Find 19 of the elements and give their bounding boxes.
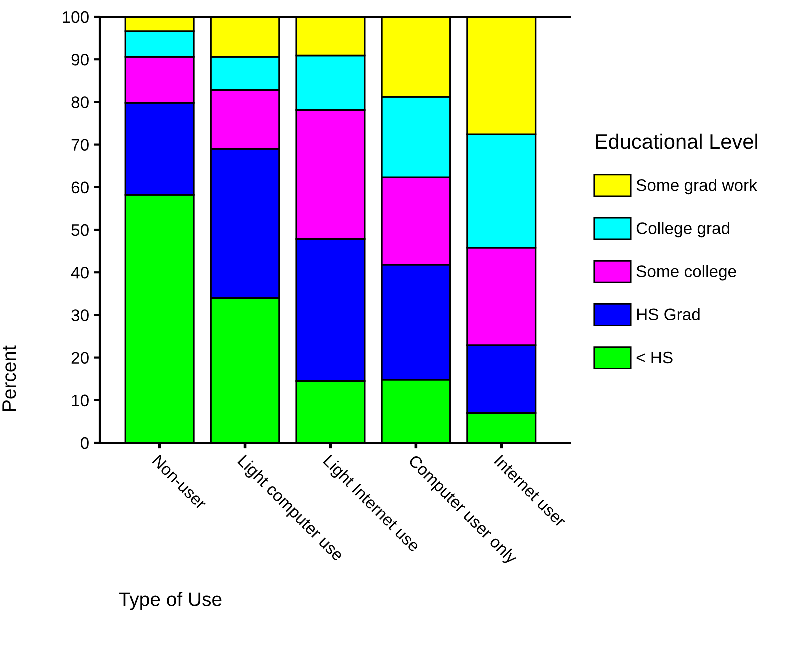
legend-label: HS Grad	[637, 308, 700, 321]
y-tick-label: 10	[72, 394, 89, 407]
y-tick-label: 70	[72, 139, 89, 152]
y-tick-label: 50	[72, 224, 89, 236]
legend-label: Some college	[636, 265, 736, 281]
legend-label: Some grad work	[636, 179, 758, 195]
y-tick-label: 20	[72, 352, 89, 364]
legend-title: Educational Level	[596, 134, 758, 150]
legend-label: College grad	[636, 222, 730, 238]
y-tick-label: 80	[72, 96, 89, 108]
x-axis-title: Type of Use	[119, 592, 222, 610]
y-axis-title: Percent	[2, 346, 16, 412]
y-tick-label: 100	[63, 11, 89, 24]
y-tick-label: 30	[72, 310, 89, 322]
y-tick-label: 40	[71, 267, 89, 279]
legend-label: < HS	[636, 352, 673, 364]
y-tick-label: 60	[72, 182, 89, 194]
y-tick-label: 90	[72, 54, 89, 66]
y-tick-label: 0	[80, 437, 89, 450]
